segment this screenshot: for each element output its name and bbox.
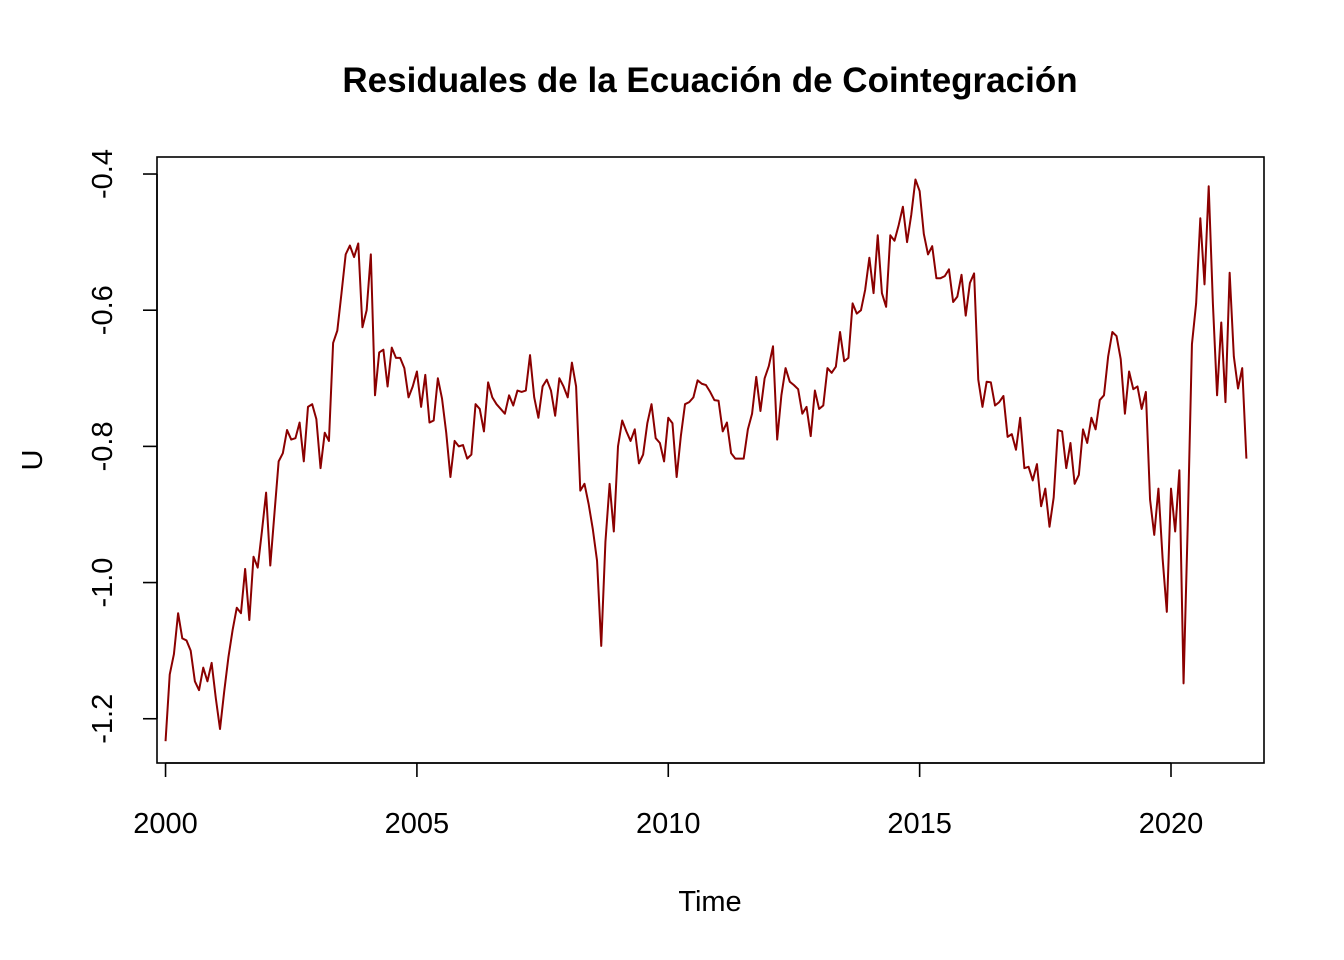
x-tick-label: 2005	[385, 808, 450, 840]
x-axis-title: Time	[678, 886, 741, 918]
y-axis-title: U	[17, 450, 49, 471]
y-tick-label: -0.8	[87, 421, 119, 471]
y-tick-label: -0.6	[87, 285, 119, 335]
x-tick-label: 2015	[887, 808, 952, 840]
x-tick-label: 2020	[1139, 808, 1204, 840]
chart-title: Residuales de la Ecuación de Cointegraci…	[342, 61, 1077, 100]
residuals-series-line	[164, 178, 1248, 742]
y-tick-label: -1.0	[87, 558, 119, 608]
y-tick-label: -1.2	[87, 694, 119, 744]
y-tick-label: -0.4	[87, 149, 119, 199]
x-tick-label: 2010	[636, 808, 701, 840]
x-axis: 2000 2005 2010 2015 2020	[133, 762, 1204, 840]
x-tick-label: 2000	[133, 808, 198, 840]
y-axis: -1.2 -1.0 -0.8 -0.6 -0.4	[87, 149, 158, 744]
